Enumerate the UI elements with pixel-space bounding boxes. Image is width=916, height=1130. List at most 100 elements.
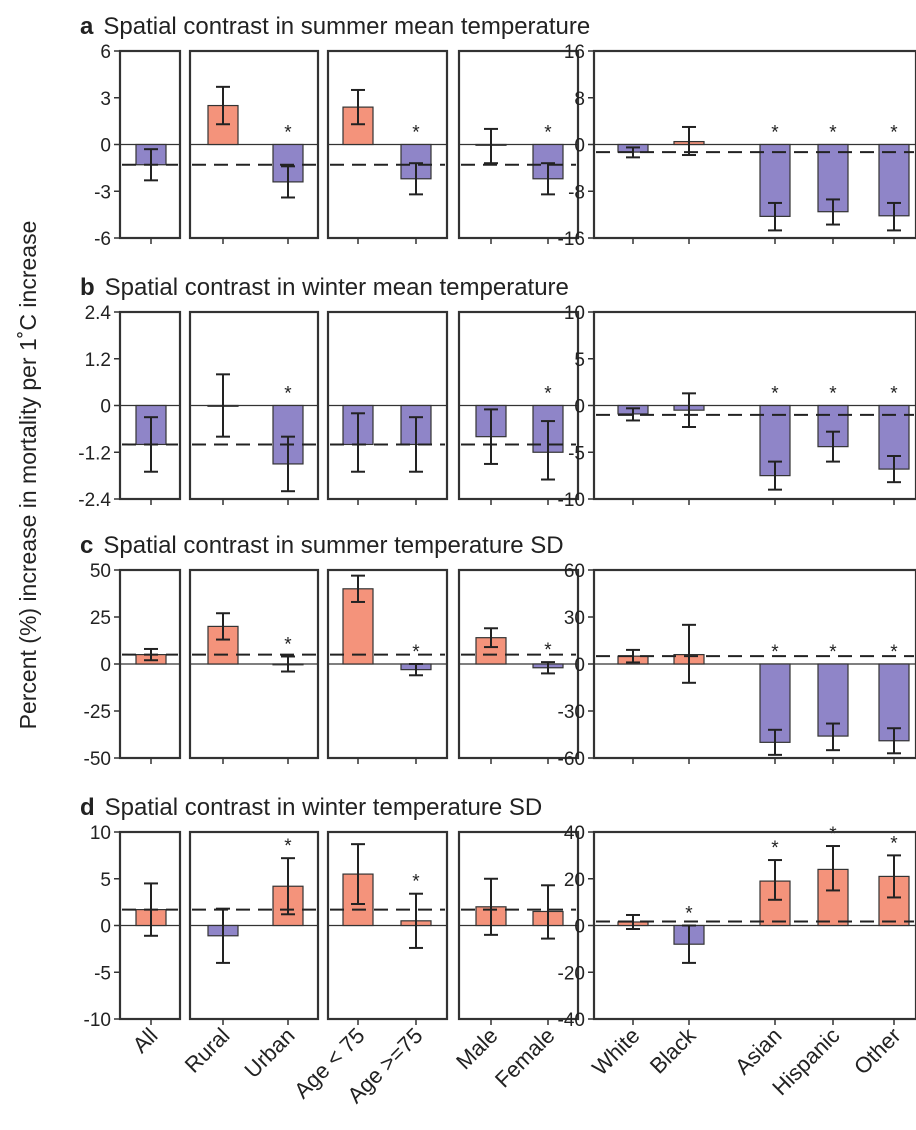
subpanel-b-4: * * * 10 5 0 -5 -10	[558, 303, 916, 511]
y-tick-label: -25	[84, 702, 111, 723]
subpanel-d-1: *	[188, 830, 320, 1025]
panel-title-a: a Spatial contrast in summer mean tempera…	[80, 13, 590, 40]
y-tick-label: 10	[90, 823, 111, 844]
y-tick-label: 3	[100, 89, 111, 110]
panel-title-text: Spatial contrast in summer mean temperat…	[103, 13, 590, 40]
y-tick-label: 20	[564, 870, 585, 891]
y-tick-label: 0	[100, 917, 111, 938]
subpanel-c-3: *	[457, 568, 580, 764]
y-tick-label: -5	[94, 963, 111, 984]
subpanel-b-1: *	[188, 310, 320, 505]
y-tick-label: 0	[574, 655, 585, 676]
significance-marker: *	[685, 904, 693, 925]
subpanel-a-1: *	[188, 49, 320, 244]
axes-frame	[457, 830, 580, 1021]
panel-title-c: c Spatial contrast in summer temperature …	[80, 532, 564, 559]
significance-marker: *	[771, 384, 779, 405]
y-tick-label: 16	[564, 42, 585, 63]
significance-marker: *	[829, 642, 837, 663]
y-tick-label: 8	[574, 89, 585, 110]
panel-d: d Spatial contrast in winter temperature …	[80, 794, 916, 1031]
y-tick-label: 0	[100, 397, 111, 418]
category-label-7: White	[587, 1023, 644, 1080]
panel-b: b Spatial contrast in winter mean tempera…	[78, 274, 916, 511]
axes-frame	[326, 830, 449, 1021]
y-tick-label: 5	[100, 870, 111, 891]
significance-marker: *	[284, 634, 292, 655]
significance-marker: *	[284, 384, 292, 405]
subpanel-a-4: * * * 16 8 0 -8 -16	[558, 42, 916, 250]
bar-Rural	[207, 625, 239, 665]
significance-marker: *	[890, 833, 898, 854]
significance-marker: *	[544, 640, 552, 661]
subpanel-a-2: *	[326, 49, 449, 244]
panel-title-b: b Spatial contrast in winter mean tempera…	[80, 274, 569, 301]
y-tick-label: 10	[564, 303, 585, 324]
subpanel-c-2: *	[326, 568, 449, 764]
subpanel-b-2	[326, 310, 449, 505]
y-axis-label: Percent (%) increase in mortality per 1˚…	[15, 221, 41, 730]
category-label-8: Black	[645, 1022, 701, 1078]
subpanel-c-1: *	[188, 568, 320, 764]
y-tick-label: -2.4	[78, 490, 111, 511]
y-tick-label: 6	[100, 42, 111, 63]
axes-frame	[457, 568, 580, 760]
subpanel-b-3: *	[457, 310, 580, 505]
y-tick-label: -5	[568, 443, 585, 464]
y-tick-label: 25	[90, 608, 111, 629]
category-label-2: Urban	[239, 1023, 299, 1083]
y-tick-label: 0	[574, 136, 585, 157]
significance-marker: *	[829, 123, 837, 144]
panel-letter-c: c	[80, 532, 93, 559]
y-tick-label: 50	[90, 561, 111, 582]
significance-marker: *	[544, 123, 552, 144]
significance-marker: *	[544, 384, 552, 405]
y-tick-label: -16	[558, 229, 585, 250]
category-label-5: Male	[451, 1023, 502, 1074]
subpanel-a-0: 6 3 0 -3 -6	[94, 42, 182, 250]
significance-marker: *	[771, 123, 779, 144]
y-tick-label: -50	[84, 749, 111, 770]
y-tick-label: -10	[558, 490, 585, 511]
panel-c: c Spatial contrast in summer temperature …	[80, 532, 916, 770]
y-tick-label: 1.2	[85, 350, 111, 371]
subpanel-d-2: *	[326, 830, 449, 1025]
y-tick-label: -20	[558, 963, 585, 984]
significance-marker: *	[829, 824, 837, 845]
y-tick-label: 30	[564, 608, 585, 629]
y-tick-label: 60	[564, 561, 585, 582]
y-tick-label: 0	[574, 397, 585, 418]
significance-marker: *	[771, 642, 779, 663]
significance-marker: *	[890, 384, 898, 405]
subpanel-c-4: * * * 60 30 0 -30 -60	[558, 561, 916, 770]
axes-frame	[457, 49, 580, 240]
subpanel-d-0: 10 5 0 -5 -10	[84, 823, 182, 1031]
significance-marker: *	[412, 642, 420, 663]
y-tick-label: 40	[564, 823, 585, 844]
significance-marker: *	[412, 123, 420, 144]
significance-marker: *	[771, 838, 779, 859]
significance-marker: *	[890, 642, 898, 663]
y-tick-label: -10	[84, 1010, 111, 1031]
y-tick-label: -60	[558, 749, 585, 770]
panel-letter-a: a	[80, 13, 94, 40]
axes-frame	[188, 49, 320, 240]
significance-marker: *	[412, 872, 420, 893]
axes-frame	[326, 568, 449, 760]
significance-marker: *	[284, 123, 292, 144]
category-label-0: All	[128, 1023, 163, 1058]
panel-letter-b: b	[80, 274, 95, 301]
category-label-1: Rural	[180, 1023, 235, 1078]
panel-letter-d: d	[80, 794, 95, 821]
panel-title-d: d Spatial contrast in winter temperature …	[80, 794, 542, 821]
axes-frame	[326, 310, 449, 501]
y-tick-label: -8	[568, 182, 585, 203]
y-tick-label: 2.4	[85, 303, 112, 324]
y-tick-label: -3	[94, 182, 111, 203]
y-tick-label: -1.2	[78, 443, 111, 464]
y-tick-label: -6	[94, 229, 111, 250]
subpanel-d-4: * * * * 40 20 0 -20 -40	[558, 823, 916, 1031]
axes-frame	[188, 830, 320, 1021]
subpanel-d-3	[457, 830, 580, 1025]
